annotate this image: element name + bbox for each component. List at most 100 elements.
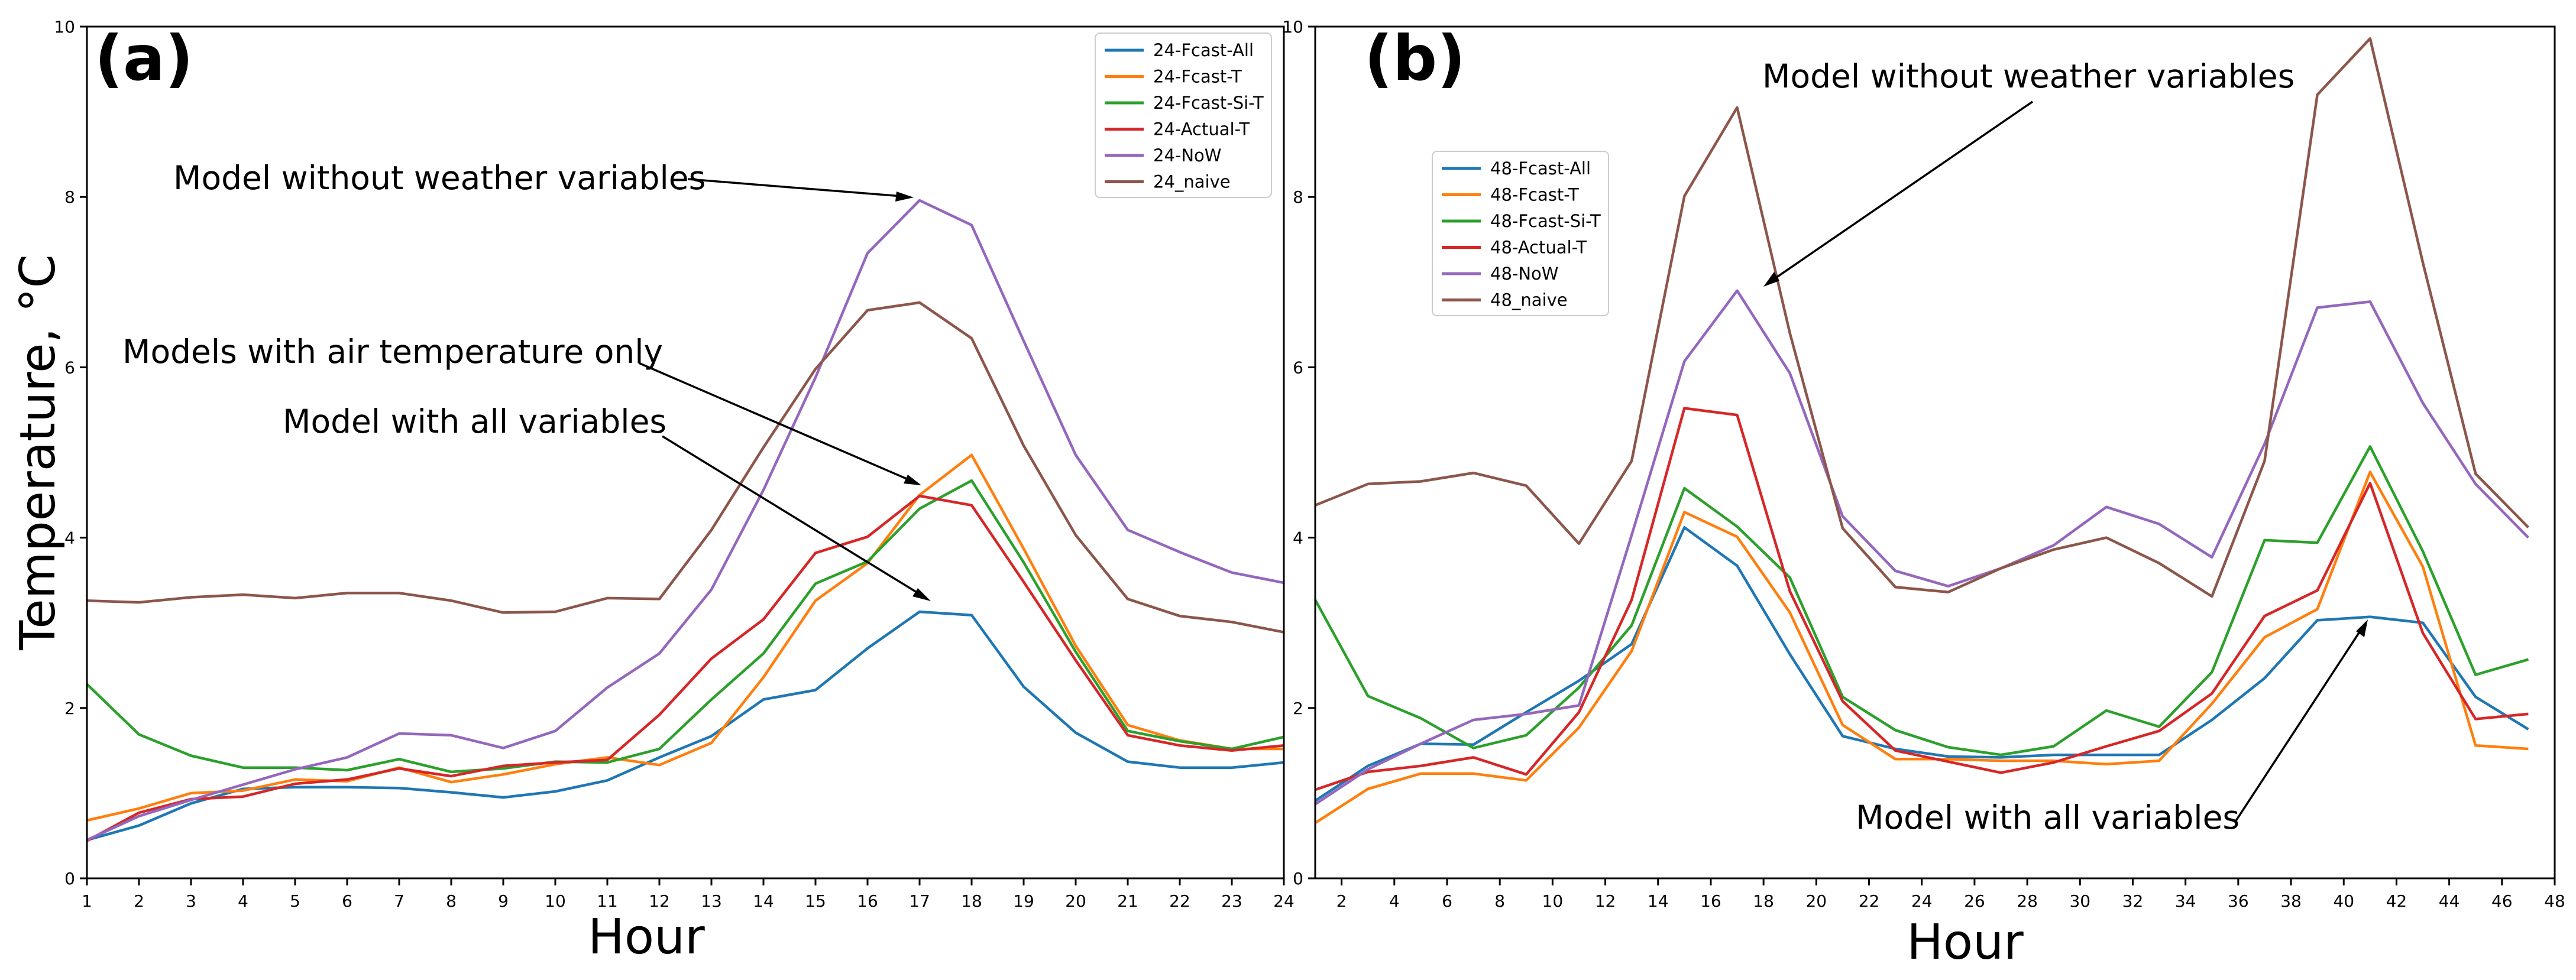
panel-b-y-tick-label: 6 xyxy=(1293,358,1303,377)
panel-a-x-tick-label: 14 xyxy=(753,891,774,911)
annotation-arrow-no-weather-b xyxy=(1774,100,2033,280)
series-line-24-actual-t xyxy=(86,494,1284,842)
panel-a-x-tick-label: 22 xyxy=(1169,891,1190,911)
panel-b-frame xyxy=(1314,25,2556,880)
panel-a-y-tick-label: 0 xyxy=(64,869,75,888)
arrowhead-icon xyxy=(2356,619,2368,637)
legend-label: 48-Fcast-All xyxy=(1490,158,1591,179)
panel-a-legend: 24-Fcast-All 24-Fcast-T 24-Fcast-Si-T 24-Ac… xyxy=(1095,33,1272,198)
panel-b-x-tick-label: 6 xyxy=(1442,891,1452,911)
series-line-48-fcast-all xyxy=(1314,526,2529,802)
annotation-arrow-air-temp-a xyxy=(638,362,911,482)
panel-a-y-tick-label: 10 xyxy=(54,17,75,37)
panel-b-x-tick-label: 40 xyxy=(2333,891,2354,911)
panel-b-x-ticks: 2 4 6 8 10 12 14 16 18 20 22 24 26 28 30 32 34 36 38 40 42 44… xyxy=(1336,878,2565,911)
legend-label: 48-Fcast-T xyxy=(1490,185,1579,205)
panel-a-x-tick-label: 16 xyxy=(857,891,878,911)
panel-a-frame xyxy=(86,25,1285,880)
panel-b-x-tick-label: 16 xyxy=(1700,891,1721,911)
panel-a-y-tick-label: 4 xyxy=(64,528,75,548)
panel-b-x-tick-label: 30 xyxy=(2069,891,2090,911)
panel-b-x-axis-title: Hour xyxy=(1907,914,2024,971)
panel-a-x-tick-label: 11 xyxy=(597,891,618,911)
legend-label: 24-Actual-T xyxy=(1153,119,1250,139)
panel-b-x-tick-label: 34 xyxy=(2175,891,2196,911)
panel-b-x-tick-label: 46 xyxy=(2491,891,2513,911)
panel-b-x-tick-label: 12 xyxy=(1595,891,1616,911)
panel-a-x-tick-label: 12 xyxy=(649,891,670,911)
series-line-24-fcast-si-t xyxy=(86,479,1284,774)
panel-a-x-tick-label: 7 xyxy=(394,891,404,911)
panel-a-y-tick-label: 6 xyxy=(64,358,75,377)
panel-a-x-tick-label: 15 xyxy=(805,891,826,911)
series-line-48-fcast-si-t xyxy=(1314,445,2529,757)
annotation-arrow-all-vars-b xyxy=(2234,629,2362,822)
panel-a-x-tick-label: 20 xyxy=(1065,891,1086,911)
panel-b-x-tick-label: 8 xyxy=(1494,891,1505,911)
series-line-24-fcast-t xyxy=(86,453,1284,822)
panel-b-y-ticks: 0 2 4 6 8 10 xyxy=(1282,17,1315,888)
panel-b-x-tick-label: 22 xyxy=(1859,891,1880,911)
panel-a-x-tick-label: 18 xyxy=(961,891,982,911)
annotation-all-vars-a: Model with all variables xyxy=(283,403,666,440)
panel-b-x-tick-label: 10 xyxy=(1542,891,1564,911)
panel-b-x-tick-label: 2 xyxy=(1336,891,1347,911)
panel-b-x-tick-label: 48 xyxy=(2544,891,2565,911)
legend-label: 24-Fcast-All xyxy=(1153,40,1254,60)
arrowhead-icon xyxy=(912,588,931,601)
panel-b-x-tick-label: 44 xyxy=(2439,891,2460,911)
legend-label: 48-NoW xyxy=(1490,264,1558,284)
annotation-arrow-no-weather-a xyxy=(687,178,902,197)
panel-a-x-tick-label: 23 xyxy=(1221,891,1242,911)
panel-b: 2 4 6 8 10 12 14 16 18 20 22 24 26 28 30 32 34 36 38 40 42 44… xyxy=(1282,17,2565,971)
arrowhead-icon xyxy=(904,475,921,485)
panel-a-x-tick-label: 6 xyxy=(342,891,352,911)
panel-a-y-ticks: 0 2 4 6 8 10 xyxy=(54,17,87,888)
panel-b-x-tick-label: 14 xyxy=(1648,891,1669,911)
panel-a-x-tick-label: 5 xyxy=(290,891,300,911)
panel-b-y-tick-label: 8 xyxy=(1293,187,1303,207)
legend-label: 24-Fcast-Si-T xyxy=(1153,93,1264,113)
panel-a-label: (a) xyxy=(95,22,193,95)
panel-a-x-tick-label: 9 xyxy=(498,891,509,911)
panel-a-x-axis-title: Hour xyxy=(588,909,705,965)
annotation-arrow-all-vars-a xyxy=(662,435,920,595)
legend-label: 48-Fcast-Si-T xyxy=(1490,211,1601,231)
series-line-48-fcast-t xyxy=(1314,470,2529,825)
series-line-48-naive xyxy=(1315,37,2530,598)
panel-b-x-tick-label: 28 xyxy=(2017,891,2038,911)
annotation-all-vars-b: Model with all variables xyxy=(1856,799,2240,836)
panel-b-x-tick-label: 36 xyxy=(2228,891,2249,911)
panel-a-x-tick-label: 2 xyxy=(134,891,144,911)
panel-a-y-tick-label: 8 xyxy=(64,187,75,207)
series-line-24-now xyxy=(86,199,1284,842)
panel-b-x-tick-label: 18 xyxy=(1753,891,1774,911)
legend-label: 24-NoW xyxy=(1153,145,1221,166)
panel-b-y-tick-label: 0 xyxy=(1293,869,1303,888)
series-line-48-actual-t xyxy=(1315,407,2529,791)
panel-b-x-tick-label: 26 xyxy=(1964,891,1985,911)
panel-b-x-tick-label: 4 xyxy=(1389,891,1400,911)
panel-a-x-tick-label: 24 xyxy=(1273,891,1295,911)
legend-label: 48_naive xyxy=(1490,290,1568,310)
panel-a-series-layer xyxy=(86,199,1284,842)
panel-a-x-tick-label: 3 xyxy=(186,891,196,911)
panel-a-x-tick-label: 17 xyxy=(909,891,930,911)
legend-label: 48-Actual-T xyxy=(1490,238,1587,258)
panel-b-x-tick-label: 32 xyxy=(2122,891,2144,911)
panel-b-y-tick-label: 2 xyxy=(1293,699,1303,718)
panel-b-annotations: Model without weather variables Model wi… xyxy=(1762,57,2368,836)
panel-a-y-tick-label: 2 xyxy=(64,699,75,718)
arrowhead-icon xyxy=(895,192,914,202)
panel-a-y-axis-title: Temperature, °C xyxy=(10,254,66,651)
series-line-24-fcast-all xyxy=(86,610,1284,842)
panel-a-x-tick-label: 8 xyxy=(446,891,457,911)
legend-label: 24-Fcast-T xyxy=(1153,67,1242,87)
panel-b-legend-entries: 48-Fcast-All 48-Fcast-T 48-Fcast-Si-T 48-Ac… xyxy=(1442,158,1601,310)
panel-b-x-tick-label: 42 xyxy=(2386,891,2407,911)
annotation-air-temp-a: Models with air temperature only xyxy=(122,333,663,371)
panel-b-series-layer xyxy=(1314,37,2530,825)
panel-b-x-tick-label: 24 xyxy=(1911,891,1933,911)
